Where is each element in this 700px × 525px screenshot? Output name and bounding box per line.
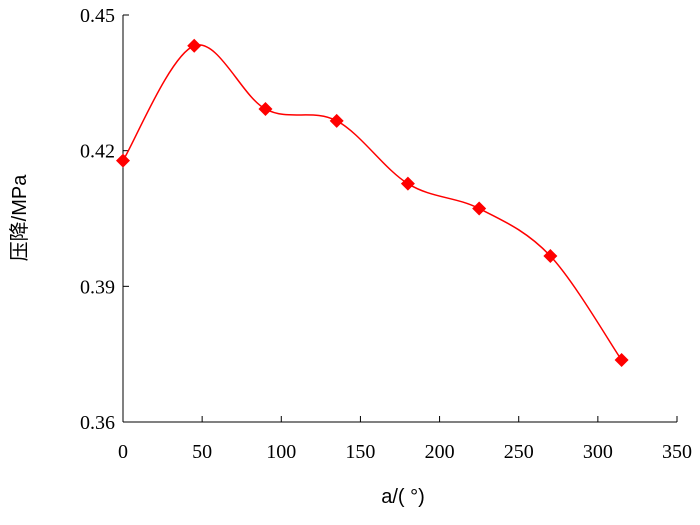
data-point-marker xyxy=(400,176,415,191)
y-tick-label: 0.39 xyxy=(80,276,115,298)
y-tick-label: 0.36 xyxy=(80,412,115,434)
data-point-marker xyxy=(187,38,202,53)
y-tick-label: 0.45 xyxy=(80,5,115,27)
y-axis-title: 压降/MPa xyxy=(8,174,31,262)
x-tick-label: 0 xyxy=(118,441,128,463)
x-tick-label: 150 xyxy=(345,441,375,463)
data-point-marker xyxy=(614,353,629,368)
axes: 0 50 100 150 200 250 300 350 0.36 0.39 0.42 0.45 xyxy=(80,5,692,463)
x-tick-label: 250 xyxy=(504,441,534,463)
series-layer xyxy=(116,38,629,368)
data-point-marker xyxy=(116,153,130,168)
series-line xyxy=(122,44,623,361)
x-tick-label: 300 xyxy=(583,441,613,463)
x-tick-label: 50 xyxy=(192,441,212,463)
data-point-marker xyxy=(329,113,344,128)
x-tick-label: 200 xyxy=(425,441,455,463)
data-point-marker xyxy=(472,201,487,216)
x-axis-title: a/( °) xyxy=(381,486,425,508)
x-tick-label: 350 xyxy=(662,441,692,463)
x-tick-label: 100 xyxy=(266,441,296,463)
data-point-marker xyxy=(258,102,273,117)
y-tick-label: 0.42 xyxy=(80,141,115,163)
data-point-marker xyxy=(543,249,558,264)
